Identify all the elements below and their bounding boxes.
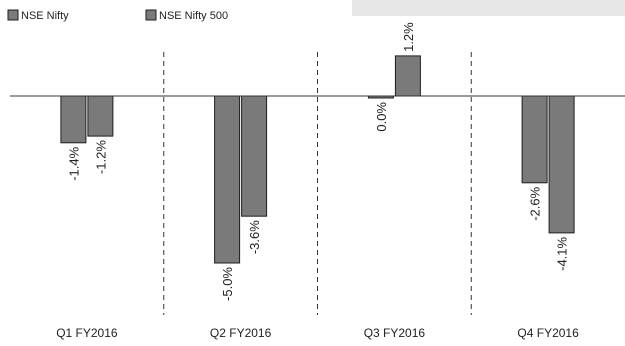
legend: NSE Nifty NSE Nifty 500 (7, 9, 228, 22)
data-label-0-0: -1.4% (66, 146, 81, 180)
data-label-3-1: -4.1% (555, 236, 570, 270)
data-labels: -1.4% -1.2% -5.0% -3.6% 0.0% 1.2% -2.6% -4.1% (66, 22, 569, 301)
data-label-1-0: -5.0% (220, 267, 235, 301)
category-separators (163, 52, 472, 315)
data-label-2-0: 0.0% (374, 102, 389, 132)
bar-1-0 (214, 95, 241, 264)
bars (60, 55, 575, 264)
data-label-1-1: -3.6% (247, 220, 262, 254)
x-axis-tick-labels: Q1 FY2016 Q2 FY2016 Q3 FY2016 Q4 FY2016 (56, 326, 579, 340)
bar-0-1 (87, 95, 114, 137)
top-right-banner (352, 0, 625, 16)
x-tick-label-1: Q2 FY2016 (210, 326, 272, 340)
data-label-0-1: -1.2% (93, 140, 108, 174)
x-tick-label-2: Q3 FY2016 (364, 326, 426, 340)
bar-1-1 (241, 95, 268, 217)
bar-3-0 (521, 95, 548, 184)
data-label-3-0: -2.6% (528, 186, 543, 220)
bar-2-1 (394, 55, 421, 97)
legend-label-series-1: NSE Nifty 500 (159, 10, 228, 22)
x-tick-label-3: Q4 FY2016 (517, 326, 579, 340)
legend-swatch-series-0 (7, 9, 19, 21)
bar-3-1 (548, 95, 575, 234)
legend-label-series-0: NSE Nifty (21, 10, 69, 22)
x-tick-label-0: Q1 FY2016 (56, 326, 118, 340)
data-label-2-1: 1.2% (401, 22, 416, 52)
legend-swatch-series-1 (145, 9, 157, 21)
bar-0-0 (60, 95, 87, 144)
